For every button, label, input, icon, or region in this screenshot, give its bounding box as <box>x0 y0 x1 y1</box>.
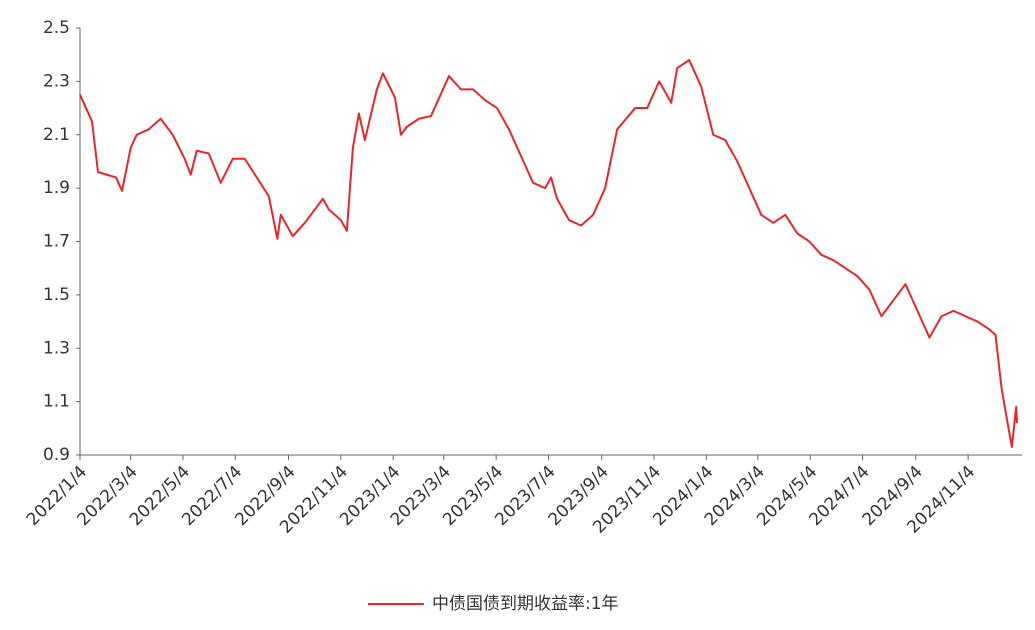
y-tick-label: 0.9 <box>43 445 70 465</box>
y-tick-label: 1.9 <box>43 178 70 198</box>
y-tick-label: 2.3 <box>43 71 70 91</box>
legend-label: 中债国债到期收益率:1年 <box>432 594 619 614</box>
y-tick-label: 1.3 <box>43 338 70 358</box>
line <box>79 59 1018 448</box>
y-tick-label: 2.1 <box>43 125 70 145</box>
y-tick-label: 2.5 <box>43 18 70 38</box>
y-tick-label: 1.1 <box>43 392 70 412</box>
y-tick-label: 1.5 <box>43 285 70 305</box>
y-tick-label: 1.7 <box>43 232 70 252</box>
